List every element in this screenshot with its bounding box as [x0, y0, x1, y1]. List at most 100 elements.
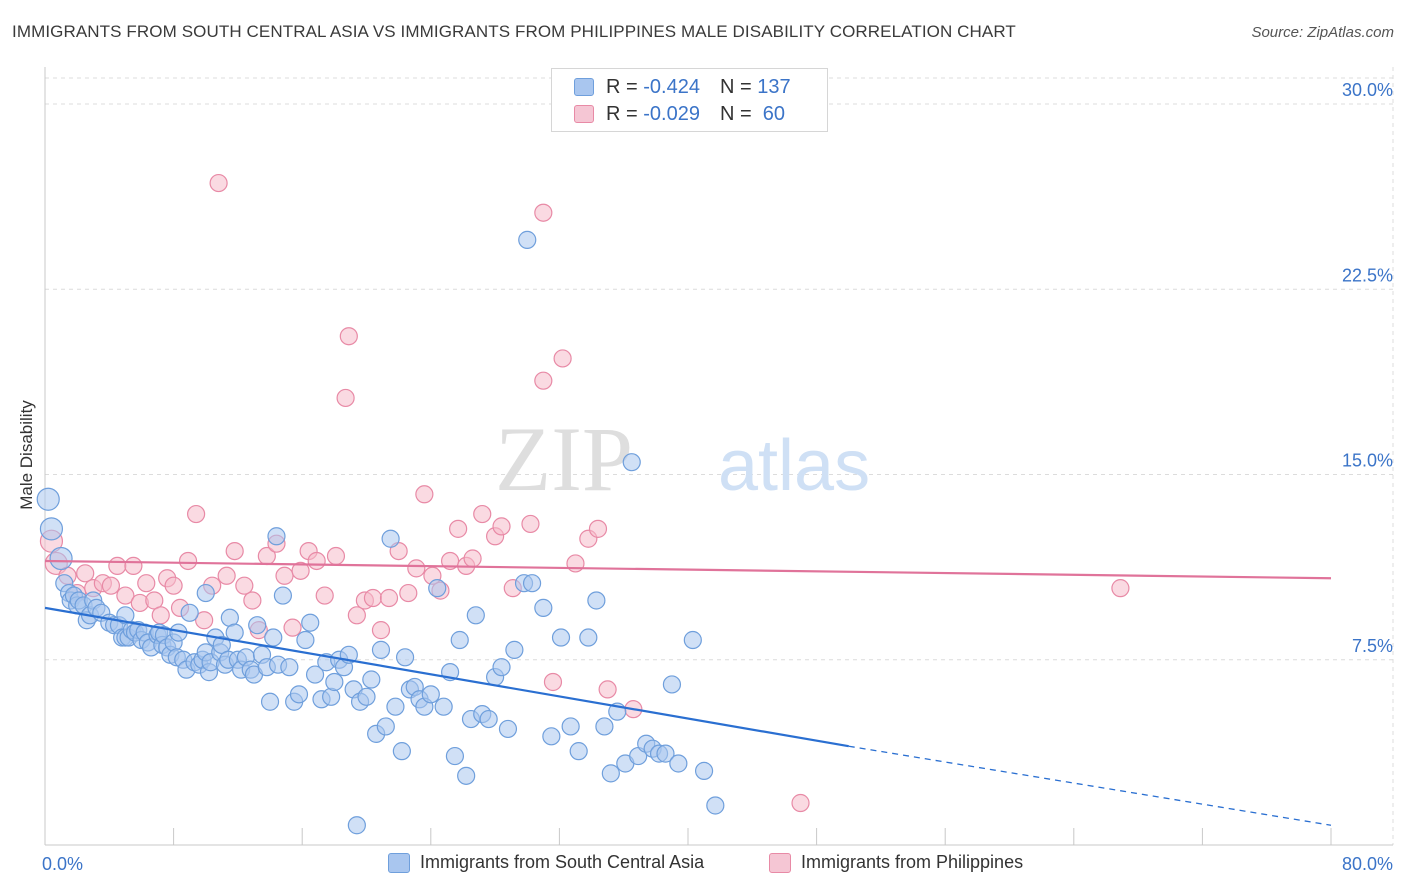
point-philippines	[521, 514, 540, 534]
point-philippines	[1111, 579, 1130, 598]
point-philippines	[473, 504, 492, 524]
point-philippines	[187, 504, 206, 524]
point-south-central-asia	[669, 754, 688, 773]
point-philippines	[339, 327, 358, 346]
point-south-central-asia	[392, 742, 411, 761]
point-philippines	[399, 583, 418, 603]
data-points	[36, 173, 1130, 835]
point-south-central-asia	[301, 613, 320, 632]
point-south-central-asia	[248, 616, 267, 635]
trend-lines	[44, 559, 1332, 826]
trend-line-south-central-asia-dashed	[848, 745, 1332, 826]
series-name-philippines: Immigrants from Philippines	[801, 852, 1024, 872]
point-philippines	[291, 561, 310, 580]
point-philippines	[225, 541, 244, 561]
legend-r-value: -0.424	[643, 75, 700, 98]
x-tick-label: 80.0%	[1342, 854, 1393, 874]
point-philippines	[598, 680, 617, 699]
point-south-central-asia	[347, 816, 366, 835]
point-philippines	[534, 203, 553, 222]
point-south-central-asia	[264, 628, 283, 647]
trend-line-philippines	[44, 559, 1332, 580]
point-philippines	[283, 618, 302, 637]
series-legend-philippines: Immigrants from Philippines	[769, 852, 1023, 873]
legend-row-philippines: R = -0.029 N = 60	[574, 102, 785, 126]
point-south-central-asia	[280, 658, 299, 677]
chart-title: IMMIGRANTS FROM SOUTH CENTRAL ASIA VS IM…	[12, 22, 1016, 41]
point-philippines	[543, 672, 563, 692]
point-philippines	[463, 549, 482, 568]
y-tick-label: 22.5%	[1342, 265, 1393, 285]
y-tick-label: 7.5%	[1352, 636, 1393, 656]
point-philippines	[243, 591, 262, 610]
point-philippines	[116, 586, 135, 605]
point-south-central-asia	[260, 692, 280, 711]
point-south-central-asia	[479, 709, 498, 729]
point-south-central-asia	[371, 640, 391, 659]
point-south-central-asia	[561, 717, 580, 736]
point-south-central-asia	[362, 670, 381, 689]
point-south-central-asia	[445, 746, 465, 766]
point-south-central-asia	[434, 697, 453, 716]
point-philippines	[137, 574, 156, 593]
source-label: Source: ZipAtlas.com	[1251, 24, 1394, 41]
point-south-central-asia	[196, 583, 215, 603]
legend-swatch-blue	[574, 78, 594, 96]
series-swatch-pink	[769, 852, 791, 873]
point-philippines	[566, 554, 585, 573]
point-philippines	[415, 485, 434, 504]
point-south-central-asia	[683, 630, 702, 650]
point-philippines	[791, 793, 810, 813]
point-south-central-asia	[39, 517, 64, 541]
point-south-central-asia	[421, 685, 440, 704]
series-legend-south-central-asia: Immigrants from South Central Asia	[388, 852, 704, 873]
point-south-central-asia	[273, 586, 293, 605]
point-south-central-asia	[551, 628, 571, 647]
point-philippines	[164, 576, 183, 595]
point-south-central-asia	[601, 764, 620, 783]
point-philippines	[371, 621, 391, 640]
correlation-legend: R = -0.424 N = 137 R = -0.029 N = 60	[551, 68, 828, 132]
point-south-central-asia	[36, 487, 60, 511]
point-south-central-asia	[579, 628, 598, 647]
watermark-zip: ZIP	[495, 408, 633, 510]
point-philippines	[588, 519, 608, 538]
point-south-central-asia	[518, 230, 537, 249]
point-philippines	[326, 546, 346, 566]
trend-line-south-central-asia	[44, 606, 849, 748]
point-south-central-asia	[492, 658, 511, 677]
point-south-central-asia	[569, 742, 588, 761]
point-philippines	[209, 173, 228, 193]
watermark-atlas: atlas	[718, 426, 870, 506]
point-south-central-asia	[395, 648, 415, 667]
point-south-central-asia	[357, 687, 376, 706]
point-philippines	[315, 586, 334, 605]
point-south-central-asia	[296, 630, 315, 650]
point-philippines	[108, 556, 127, 576]
y-tick-label: 30.0%	[1342, 80, 1393, 100]
point-south-central-asia	[656, 744, 675, 763]
point-south-central-asia	[49, 546, 73, 571]
point-philippines	[347, 606, 366, 625]
point-philippines	[307, 551, 326, 571]
point-south-central-asia	[522, 574, 542, 593]
point-south-central-asia	[706, 796, 725, 815]
point-south-central-asia	[542, 727, 561, 746]
point-south-central-asia	[386, 697, 405, 716]
x-tick-label: 0.0%	[42, 854, 83, 874]
point-south-central-asia	[322, 687, 341, 706]
point-philippines	[363, 588, 383, 608]
point-philippines	[449, 519, 468, 538]
point-south-central-asia	[587, 591, 606, 610]
point-philippines	[492, 517, 511, 536]
point-south-central-asia	[498, 719, 518, 739]
point-south-central-asia	[595, 717, 614, 736]
point-south-central-asia	[662, 675, 682, 694]
point-philippines	[195, 611, 214, 630]
point-philippines	[534, 371, 553, 390]
point-philippines	[235, 576, 254, 595]
point-philippines	[379, 588, 399, 608]
tick-labels: 7.5% 15.0% 22.5% 30.0% 0.0% 80.0%	[42, 80, 1393, 874]
point-philippines	[101, 576, 121, 595]
